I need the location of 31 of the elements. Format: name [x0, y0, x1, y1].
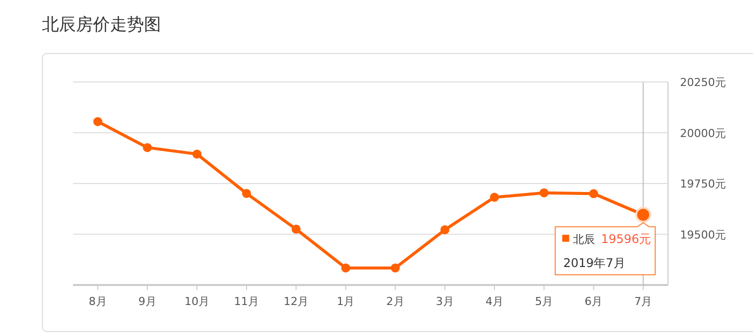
- x-tick-label: 5月: [535, 295, 554, 308]
- point: [142, 143, 152, 152]
- x-tick-label: 3月: [436, 295, 454, 308]
- x-tick-label: 7月: [634, 295, 652, 308]
- x-tick-label: 4月: [485, 295, 504, 308]
- y-tick-label: 19500元: [680, 228, 726, 242]
- point: [589, 189, 598, 198]
- point: [93, 117, 102, 126]
- point: [292, 224, 301, 234]
- data-label: 19596元: [601, 232, 652, 246]
- point: [490, 192, 499, 202]
- x-tick-label: 1月: [336, 295, 355, 308]
- x-tick-label: 11月: [234, 295, 260, 308]
- y-tick-label: 19750元: [680, 178, 726, 190]
- x-tick-label: 12月: [284, 295, 309, 308]
- point: [242, 188, 252, 198]
- point: [390, 263, 400, 272]
- x-tick-label: 10月: [184, 295, 210, 308]
- annotation: 2019年7月: [563, 256, 626, 270]
- y-tick-label: 20250元: [680, 76, 726, 89]
- x-tick-label: 9月: [138, 295, 156, 308]
- x-tick-label: 8月: [88, 295, 107, 308]
- point: [540, 188, 549, 198]
- point: [440, 225, 450, 234]
- x-tick-label: 2月: [386, 295, 404, 308]
- x-tick-label: 6月: [584, 295, 603, 308]
- legend-label: 北辰: [573, 232, 596, 246]
- chart-title: 北辰房价走势图: [42, 15, 161, 35]
- y-tick-label: 20000元: [680, 126, 726, 140]
- point: [341, 263, 350, 272]
- point: [192, 150, 202, 159]
